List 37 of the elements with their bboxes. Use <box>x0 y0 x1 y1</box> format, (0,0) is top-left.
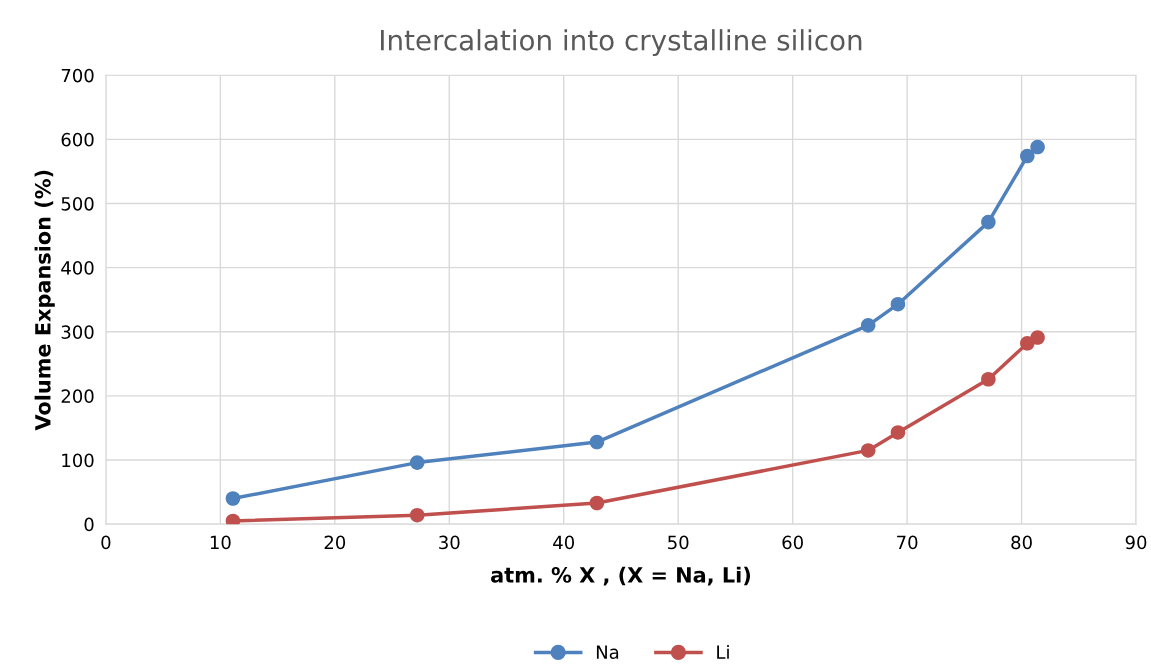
x-tick-label: 20 <box>324 535 346 550</box>
x-tick-label: 70 <box>897 535 918 550</box>
legend-label: Li <box>717 645 729 659</box>
y-tick-label: 100 <box>62 453 94 468</box>
point <box>860 443 876 458</box>
x-tick-label: 30 <box>439 535 460 550</box>
point <box>589 434 605 450</box>
y-tick-label: 0 <box>84 517 94 532</box>
x-tick-label: 60 <box>782 535 803 550</box>
y-tick-label: 200 <box>61 389 94 404</box>
point <box>890 296 906 312</box>
point <box>409 455 425 470</box>
y-tick-label: 700 <box>61 68 94 83</box>
chart-title: Intercalation into crystalline silicon <box>381 29 862 57</box>
legend-label: Na <box>596 645 619 659</box>
x-axis-title: atm. % X , (X = Na, Li) <box>491 566 750 586</box>
y-tick-label: 300 <box>61 325 94 339</box>
y-tick-label: 500 <box>61 196 94 211</box>
point <box>1020 148 1035 164</box>
point <box>890 425 906 440</box>
point <box>589 495 605 511</box>
point <box>1030 330 1045 345</box>
x-tick-label: 50 <box>668 535 689 550</box>
point <box>981 214 996 230</box>
y-tick-label: 400 <box>61 261 94 275</box>
point <box>225 491 241 506</box>
y-axis-title: Volume Expansion (%) <box>34 170 55 431</box>
y-tick-label: 600 <box>61 132 94 147</box>
x-tick-label: 90 <box>1125 535 1147 550</box>
x-tick-label: 0 <box>101 535 111 550</box>
x-tick-label: 80 <box>1011 535 1032 550</box>
point <box>1030 139 1045 155</box>
x-tick-label: 40 <box>553 535 575 550</box>
x-tick-label: 10 <box>210 535 231 550</box>
point <box>860 318 876 333</box>
point <box>409 507 425 523</box>
point <box>981 371 996 387</box>
